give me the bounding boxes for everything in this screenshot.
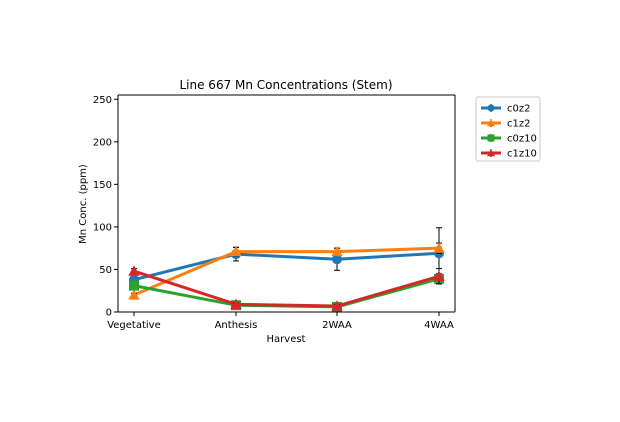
data-point — [331, 300, 343, 311]
legend-label: c0z10 — [507, 134, 537, 145]
legend-marker — [487, 134, 495, 142]
legend: c0z2 c1z2 c0z10 c1z10 — [475, 96, 541, 162]
data-point — [230, 298, 242, 309]
legend-label: c1z2 — [507, 119, 530, 130]
legend-label: c1z10 — [507, 149, 537, 160]
series-c1z10 — [128, 265, 445, 311]
legend-marker — [487, 104, 495, 112]
data-point — [128, 265, 140, 276]
legend-marker — [486, 148, 496, 157]
plot-area — [128, 227, 445, 312]
data-point — [331, 245, 343, 257]
y-tick-label: 0 — [106, 308, 112, 319]
x-tick-label: Vegetative — [107, 320, 161, 331]
series-line-c0z10 — [133, 277, 440, 309]
data-point — [128, 289, 140, 300]
series-c1z2 — [128, 242, 445, 300]
y-tick-label: 100 — [93, 222, 112, 233]
series-line-c1z10 — [133, 269, 440, 308]
series-line-c0z2 — [133, 251, 440, 282]
data-point — [230, 245, 242, 257]
series-line-c1z2 — [133, 246, 440, 297]
y-tick-label: 150 — [93, 180, 112, 191]
x-axis-ticks: Vegetative Anthesis 2WAA 4WAA — [107, 312, 454, 331]
y-axis-ticks: 0 50 100 150 200 250 — [93, 95, 118, 319]
data-point — [332, 254, 342, 265]
x-tick-label: Anthesis — [215, 320, 258, 331]
data-point — [129, 280, 139, 291]
y-tick-label: 50 — [99, 265, 112, 276]
legend-item: c0z10 — [481, 134, 537, 145]
x-axis-label: Harvest — [267, 334, 306, 345]
data-point — [433, 270, 445, 281]
x-tick-label: 4WAA — [424, 320, 454, 331]
data-point — [433, 242, 445, 253]
legend-item: c1z2 — [481, 119, 530, 130]
legend-label: c0z2 — [507, 104, 530, 115]
legend-item: c0z2 — [481, 104, 530, 115]
legend-marker — [486, 118, 496, 127]
legend-item: c1z10 — [481, 149, 537, 160]
y-tick-label: 250 — [93, 95, 112, 106]
chart-title: Line 667 Mn Concentrations (Stem) — [179, 78, 392, 92]
y-axis-label: Mn Conc. (ppm) — [78, 164, 89, 244]
y-tick-label: 200 — [93, 137, 112, 148]
x-tick-label: 2WAA — [322, 320, 352, 331]
legend-frame — [475, 96, 541, 162]
